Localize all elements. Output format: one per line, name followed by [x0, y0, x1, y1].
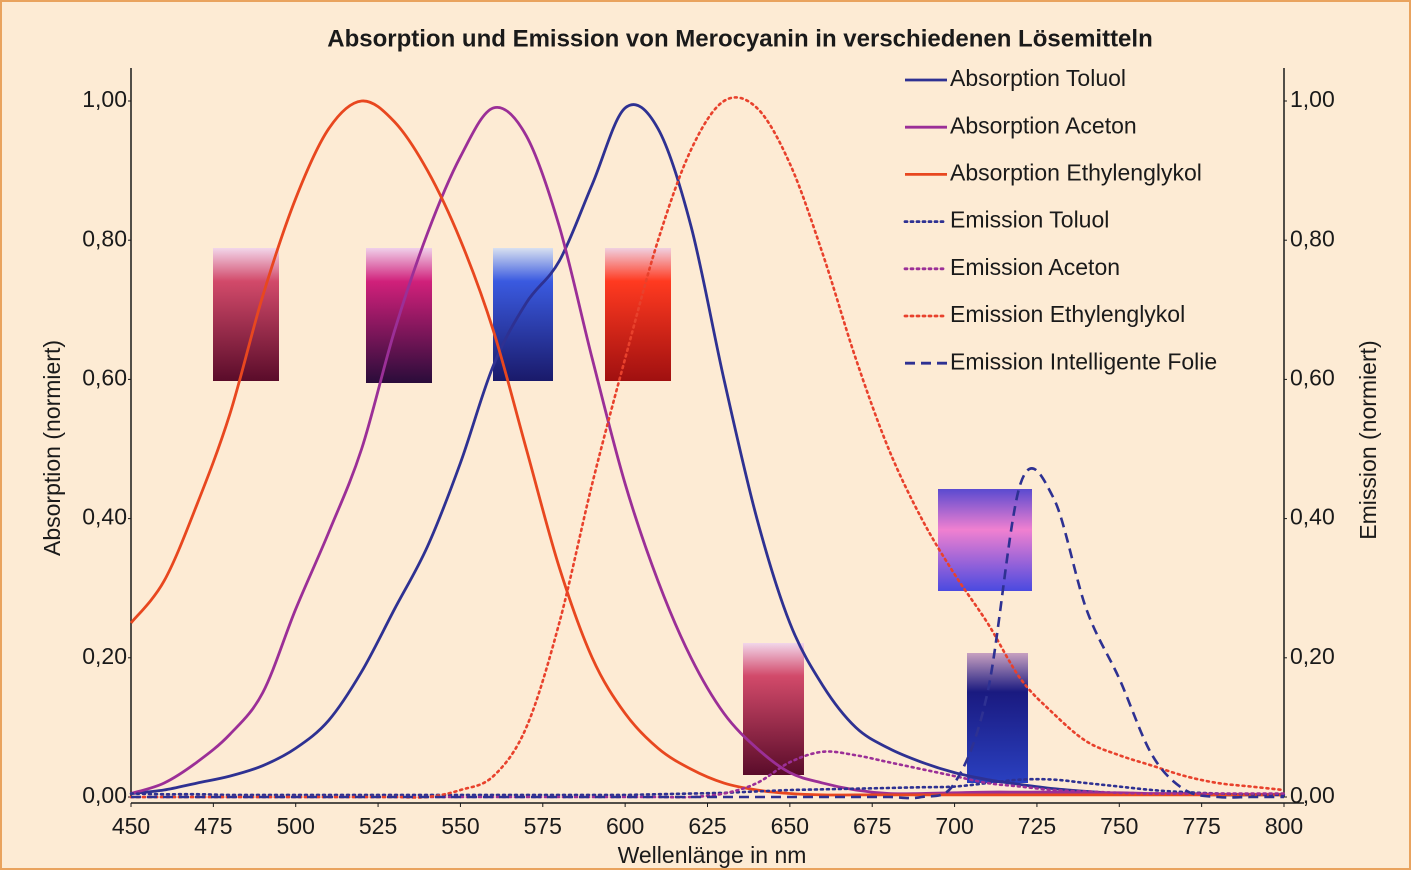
chart: Absorption und Emission von Merocyanin i… — [0, 0, 1411, 870]
y-tick-label: 0,60 — [82, 364, 127, 390]
y2-tick-label: 0,00 — [1290, 782, 1335, 808]
x-tick-label: 475 — [194, 813, 232, 839]
y2-tick-label: 0,80 — [1290, 225, 1335, 251]
y2-tick-label: 0,20 — [1290, 643, 1335, 669]
x-tick-label: 500 — [277, 813, 315, 839]
x-tick-label: 675 — [853, 813, 891, 839]
x-tick-label: 650 — [771, 813, 809, 839]
y-tick-label: 1,00 — [82, 86, 127, 112]
y-tick-label: 0,40 — [82, 504, 127, 530]
legend-label: Absorption Aceton — [950, 112, 1137, 138]
x-tick-label: 575 — [524, 813, 562, 839]
y2-tick-label: 0,60 — [1290, 364, 1335, 390]
x-tick-label: 550 — [441, 813, 479, 839]
x-tick-label: 450 — [112, 813, 150, 839]
y2-tick-label: 1,00 — [1290, 86, 1335, 112]
x-tick-label: 700 — [935, 813, 973, 839]
legend-label: Emission Aceton — [950, 254, 1120, 280]
photo — [938, 489, 1032, 591]
legend-label: Emission Ethylenglykol — [950, 301, 1185, 327]
y-axis-label: Absorption (normiert) — [39, 340, 65, 556]
y-tick-label: 0,80 — [82, 225, 127, 251]
x-tick-label: 525 — [359, 813, 397, 839]
y2-tick-label: 0,40 — [1290, 504, 1335, 530]
legend-label: Emission Toluol — [950, 207, 1109, 233]
x-tick-label: 800 — [1265, 813, 1303, 839]
y2-axis-label: Emission (normiert) — [1355, 340, 1381, 539]
x-tick-label: 750 — [1100, 813, 1138, 839]
x-tick-label: 725 — [1018, 813, 1056, 839]
page: Absorption und Emission von Merocyanin i… — [0, 0, 1411, 870]
x-tick-label: 775 — [1182, 813, 1220, 839]
x-tick-label: 600 — [606, 813, 644, 839]
chart-title: Absorption und Emission von Merocyanin i… — [327, 25, 1152, 52]
legend-label: Absorption Ethylenglykol — [950, 159, 1202, 185]
y-tick-label: 0,00 — [82, 782, 127, 808]
x-axis-label: Wellenlänge in nm — [618, 842, 807, 868]
photo — [743, 643, 804, 775]
x-tick-label: 625 — [688, 813, 726, 839]
legend-label: Emission Intelligente Folie — [950, 348, 1217, 374]
y-tick-label: 0,20 — [82, 643, 127, 669]
photo — [967, 653, 1028, 783]
legend-label: Absorption Toluol — [950, 65, 1126, 91]
background — [1, 1, 1410, 869]
